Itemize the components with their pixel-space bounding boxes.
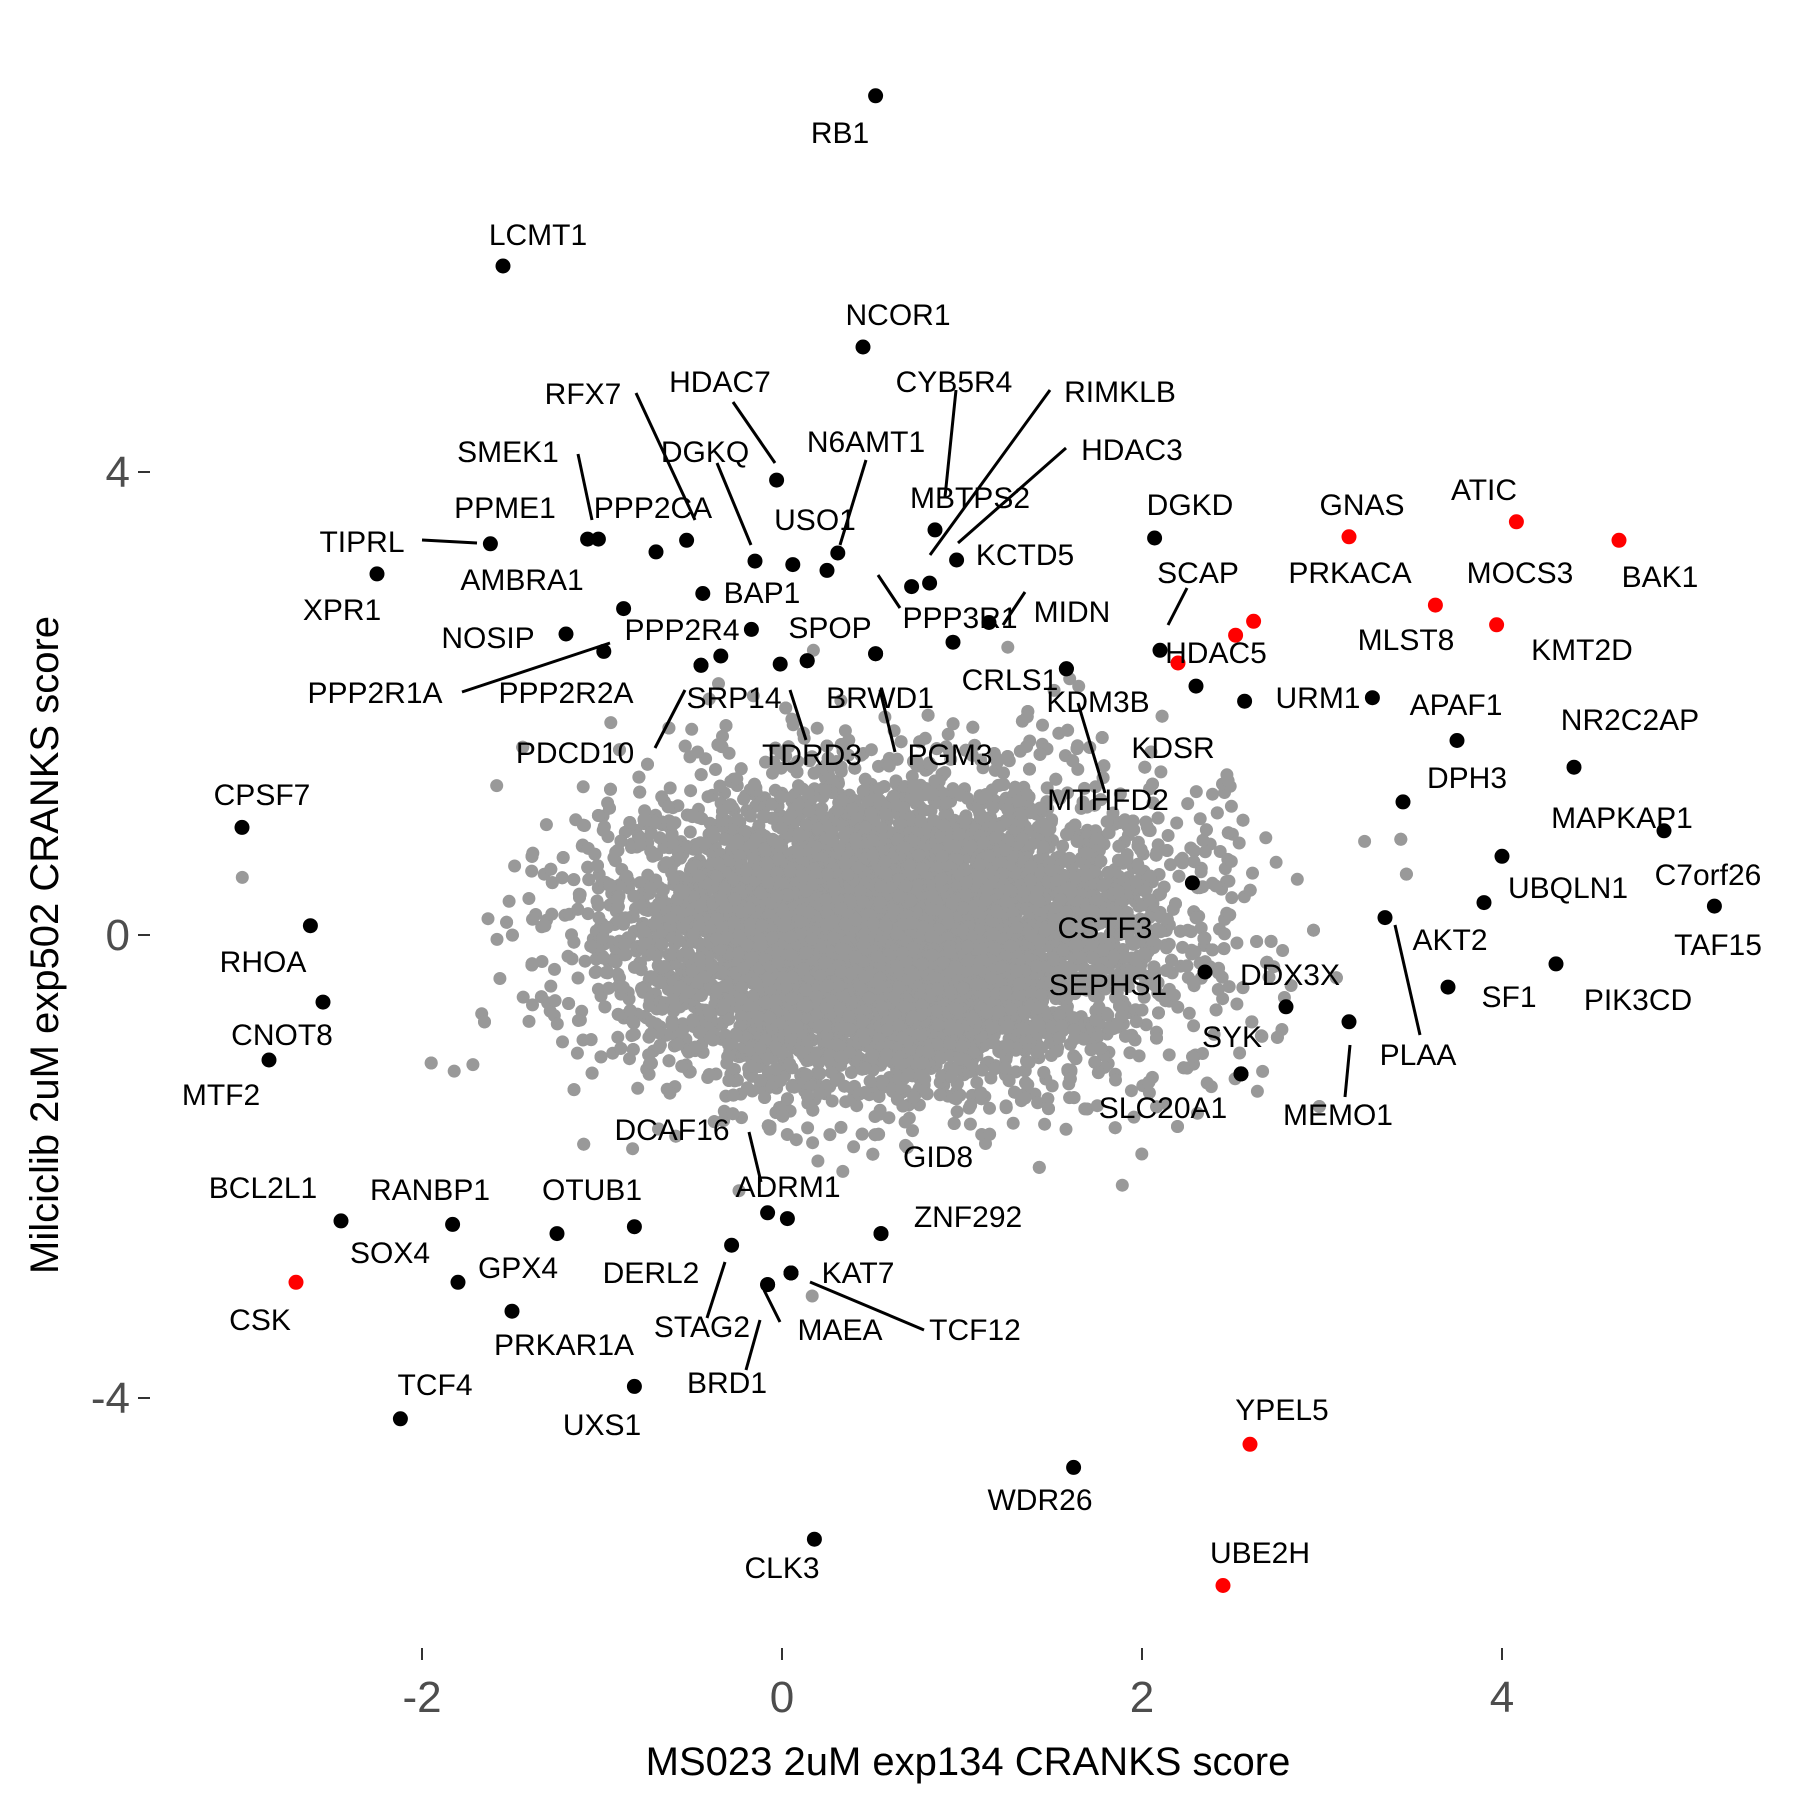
background-point [683, 825, 697, 839]
background-point [516, 990, 530, 1004]
background-point [561, 949, 575, 963]
background-point [616, 980, 630, 994]
background-point [823, 1128, 837, 1142]
background-point [1232, 836, 1246, 850]
background-point [847, 1140, 861, 1154]
background-point [1137, 990, 1151, 1004]
background-point [1038, 1117, 1052, 1131]
background-point [806, 1136, 820, 1150]
background-point [811, 1154, 825, 1168]
background-point [466, 1058, 480, 1072]
background-point [544, 979, 558, 993]
background-point [1001, 640, 1015, 654]
background-point [983, 1101, 996, 1115]
background-point [685, 722, 699, 736]
background-point [906, 1124, 919, 1138]
background-point [801, 1121, 815, 1135]
background-point [522, 1014, 536, 1028]
background-point [898, 1115, 912, 1129]
background-point [570, 1046, 584, 1060]
background-point [1162, 1048, 1176, 1062]
background-point [1358, 834, 1372, 848]
background-point [481, 912, 495, 926]
background-point [1089, 780, 1103, 794]
background-point [447, 1064, 461, 1078]
background-point [1191, 1106, 1204, 1120]
background-point [1135, 1147, 1149, 1161]
background-point [556, 1035, 569, 1049]
background-point [709, 763, 722, 776]
background-point [1161, 829, 1175, 842]
background-point [1230, 997, 1244, 1011]
background-point [522, 892, 536, 905]
background-point [235, 870, 249, 884]
background-point [1276, 944, 1290, 957]
background-point [684, 784, 698, 798]
background-point [550, 1017, 564, 1031]
background-point [493, 972, 507, 985]
background-point [1113, 787, 1127, 801]
background-point [712, 677, 725, 691]
background-point [1115, 1178, 1129, 1192]
background-point [810, 721, 824, 735]
background-point [836, 1164, 850, 1178]
background-points [235, 640, 1413, 1303]
background-point [963, 1117, 977, 1131]
background-point [1078, 781, 1091, 795]
background-point [834, 694, 848, 708]
background-point [525, 864, 539, 878]
background-point [663, 781, 677, 795]
background-point [1047, 683, 1061, 697]
background-point [581, 907, 595, 921]
background-point [1181, 797, 1195, 811]
background-point [1206, 787, 1219, 801]
background-point [1224, 799, 1238, 813]
background-point [1170, 816, 1184, 830]
background-point [950, 1105, 964, 1119]
background-point [1006, 1116, 1020, 1130]
background-point [502, 894, 516, 908]
background-point [611, 1030, 625, 1044]
background-point [1269, 855, 1283, 869]
background-point [1198, 845, 1212, 859]
background-point [1020, 740, 1034, 753]
background-point [702, 692, 716, 706]
background-point [1187, 844, 1201, 858]
